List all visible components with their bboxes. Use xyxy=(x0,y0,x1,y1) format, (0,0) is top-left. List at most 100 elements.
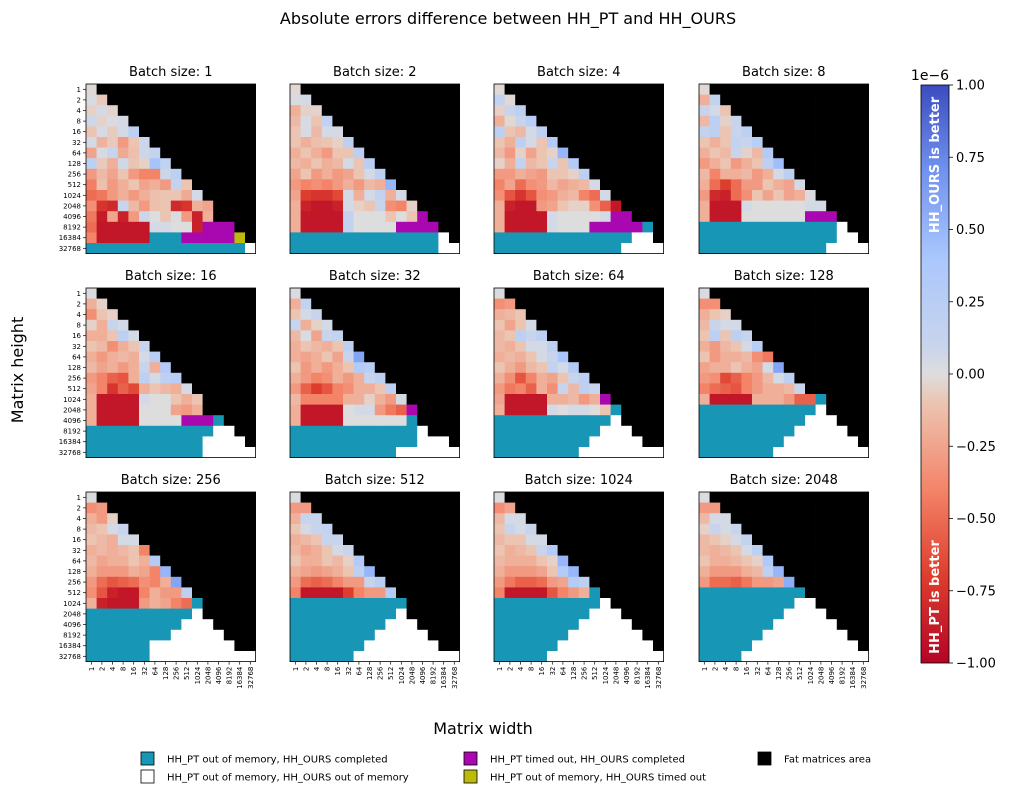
fat-area-cell xyxy=(406,492,418,503)
heatmap-cell xyxy=(504,555,516,567)
heatmap-cell xyxy=(117,341,129,352)
heatmap-cell xyxy=(139,341,150,352)
heatmap-cell xyxy=(128,200,140,212)
heatmap-cell xyxy=(321,137,333,148)
fat-area-cell xyxy=(128,309,140,321)
fat-area-cell xyxy=(192,319,203,331)
status-cell xyxy=(438,243,450,254)
heatmap-cell xyxy=(290,513,301,525)
fat-area-cell xyxy=(805,545,816,556)
heatmap-cell xyxy=(374,372,386,384)
heatmap-cell xyxy=(547,179,558,191)
fat-area-cell xyxy=(557,309,569,321)
fat-area-cell xyxy=(547,115,558,127)
heatmap-cell xyxy=(557,200,569,212)
fat-area-cell xyxy=(438,200,450,212)
fat-area-cell xyxy=(438,126,450,138)
y-tick-label: 32768 xyxy=(59,245,81,253)
heatmap-cell xyxy=(107,190,119,201)
fat-area-cell xyxy=(353,534,365,546)
heatmap-cell xyxy=(160,211,172,223)
heatmap-cell xyxy=(494,587,505,599)
fat-area-cell xyxy=(815,555,827,567)
status-cell xyxy=(525,415,537,427)
fat-area-cell xyxy=(642,362,654,374)
heatmap-cell xyxy=(86,211,97,223)
heatmap-cell xyxy=(343,587,354,599)
x-tick-label: 32768 xyxy=(451,667,459,689)
fat-area-cell xyxy=(245,168,256,180)
fat-area-cell xyxy=(847,94,859,106)
heatmap-cell xyxy=(396,190,407,201)
fat-area-cell xyxy=(536,513,548,525)
status-cell xyxy=(547,425,558,437)
heatmap-cell xyxy=(741,147,753,159)
heatmap-cell xyxy=(525,221,537,233)
fat-area-cell xyxy=(578,137,590,148)
fat-area-cell xyxy=(847,566,859,578)
fat-area-cell xyxy=(589,341,601,352)
heatmap-cell xyxy=(96,221,108,233)
heatmap-cell xyxy=(86,415,97,427)
status-cell xyxy=(557,598,569,609)
fat-area-cell xyxy=(557,298,569,310)
fat-area-cell xyxy=(805,587,816,599)
fat-area-cell xyxy=(385,168,397,180)
heatmap-cell xyxy=(290,147,301,159)
fat-area-cell xyxy=(858,211,869,223)
heatmap-cell xyxy=(96,523,108,535)
fat-area-cell xyxy=(621,147,633,159)
figure-title: Absolute errors difference between HH_PT… xyxy=(280,9,736,29)
y-tick-label: 1024 xyxy=(63,396,81,404)
fat-area-cell xyxy=(610,319,622,331)
fat-area-cell xyxy=(170,94,182,106)
fat-area-cell xyxy=(525,309,537,321)
fat-area-cell xyxy=(364,523,376,535)
fat-area-cell xyxy=(149,137,161,148)
fat-area-cell xyxy=(117,94,129,106)
fat-area-cell xyxy=(213,372,225,384)
heatmap-cell xyxy=(515,190,527,201)
status-cell xyxy=(773,221,785,233)
fat-area-cell xyxy=(826,598,838,609)
heatmap-cell xyxy=(730,362,742,374)
heatmap-cell xyxy=(311,362,323,374)
y-tick-label: 512 xyxy=(68,589,81,597)
fat-area-cell xyxy=(223,341,235,352)
fat-area-cell xyxy=(836,545,848,556)
fat-area-cell xyxy=(631,105,643,117)
heatmap-cell xyxy=(536,534,548,546)
fat-area-cell xyxy=(578,84,590,95)
fat-area-cell xyxy=(438,221,450,233)
status-cell xyxy=(525,608,537,620)
fat-area-cell xyxy=(621,534,633,546)
status-cell xyxy=(536,415,548,427)
heatmap-cell xyxy=(741,200,753,212)
fat-area-cell xyxy=(653,534,664,546)
heatmap-cell xyxy=(86,179,97,191)
fat-area-cell xyxy=(139,84,150,95)
fat-area-cell xyxy=(438,608,450,620)
heatmap-cell xyxy=(353,158,365,170)
fat-area-cell xyxy=(568,309,580,321)
legend-swatch xyxy=(757,751,772,766)
status-cell xyxy=(752,425,763,437)
heatmap-cell xyxy=(730,158,742,170)
fat-area-cell xyxy=(449,598,460,609)
fat-area-cell xyxy=(374,555,386,567)
fat-area-cell xyxy=(631,619,643,631)
fat-area-cell xyxy=(600,84,611,95)
status-cell xyxy=(321,640,333,652)
fat-area-cell xyxy=(245,115,256,127)
fat-area-cell xyxy=(396,94,407,106)
heatmap-cell xyxy=(741,351,753,363)
x-tick-label: 2048 xyxy=(817,667,825,685)
panel-frame xyxy=(493,287,665,459)
status-cell xyxy=(600,394,611,405)
fat-area-cell xyxy=(192,288,203,299)
status-cell xyxy=(536,640,548,652)
status-cell xyxy=(192,447,203,458)
fat-area-cell xyxy=(192,126,203,138)
status-cell xyxy=(568,640,580,652)
heatmap-cell xyxy=(332,351,344,363)
